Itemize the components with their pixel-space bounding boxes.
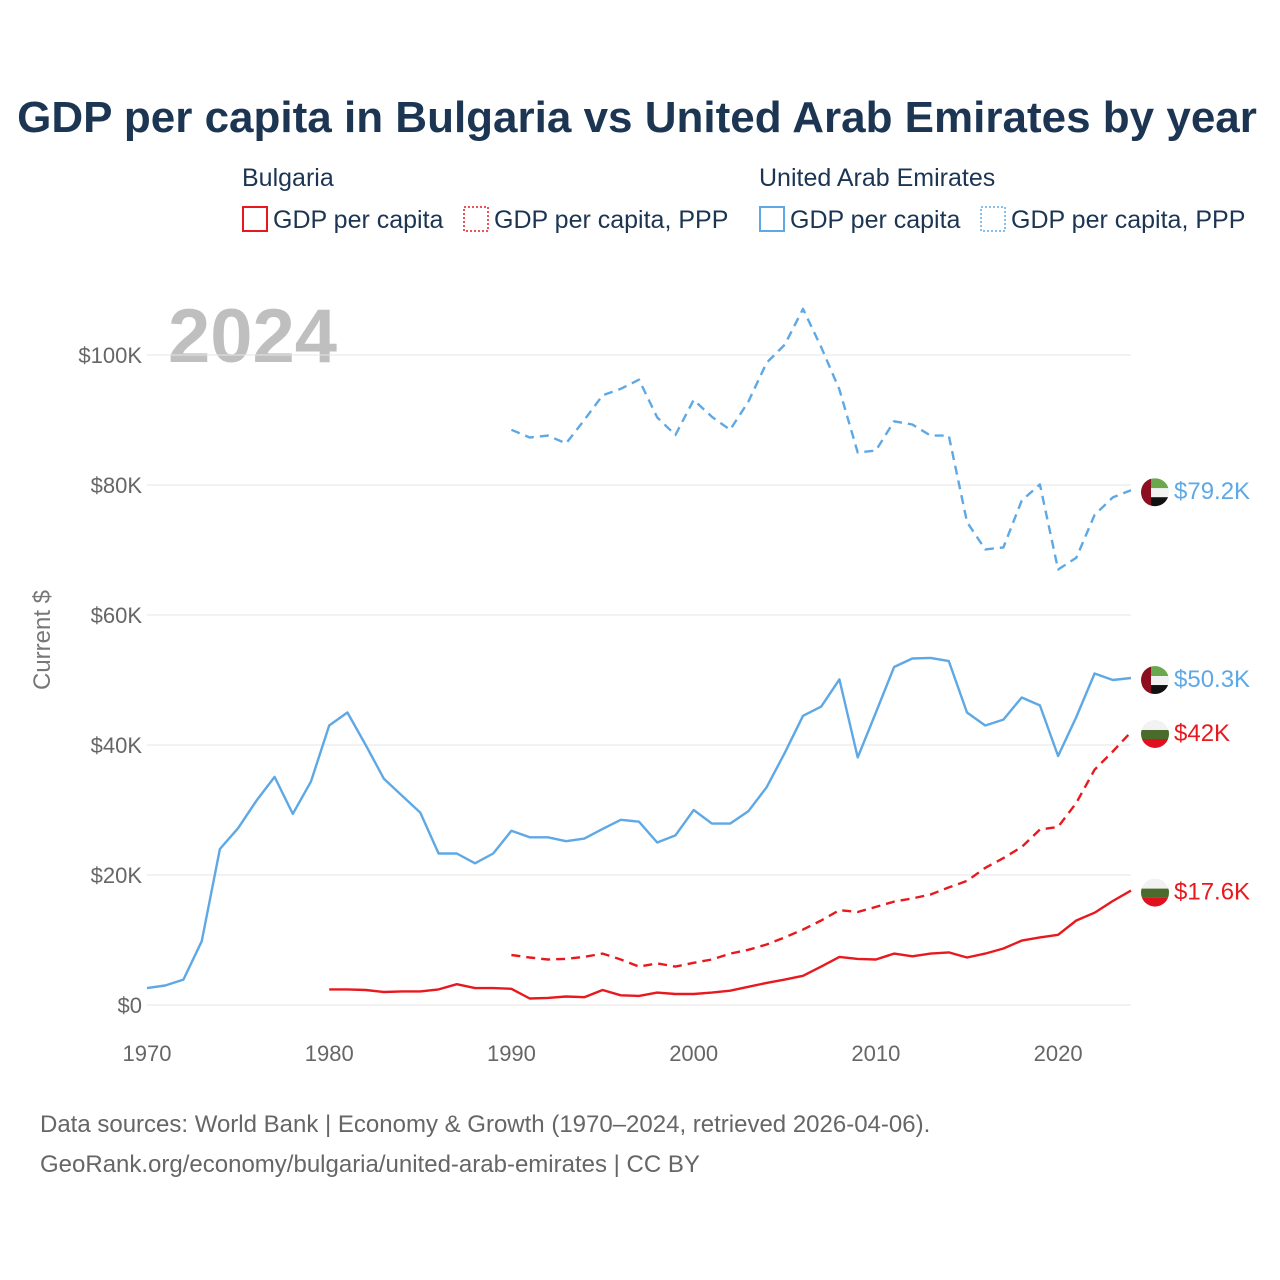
y-tick-label: $20K (91, 863, 143, 888)
end-value-label: $17.6K (1174, 879, 1250, 906)
y-tick-label: $80K (91, 473, 143, 498)
legend-item-label[interactable]: GDP per capita, PPP (494, 206, 728, 234)
x-tick-label: 1990 (487, 1041, 536, 1066)
legend-item-label[interactable]: GDP per capita, PPP (1011, 206, 1245, 234)
x-axis-ticks: 1970 1980 1990 2000 2010 2020 (123, 1041, 1083, 1066)
year-watermark: 2024 (168, 294, 337, 379)
x-tick-label: 2000 (669, 1041, 718, 1066)
bulgaria-flag-icon (1141, 878, 1169, 907)
legend-swatch (759, 206, 785, 232)
uae-flag-icon (1141, 666, 1169, 695)
legend-item-label[interactable]: GDP per capita (790, 206, 961, 234)
source-line-2: GeoRank.org/economy/bulgaria/united-arab… (40, 1151, 700, 1178)
series-line (146, 656, 1132, 990)
y-tick-label: $0 (118, 993, 142, 1018)
x-tick-label: 1980 (305, 1041, 354, 1066)
source-line-1: Data sources: World Bank | Economy & Gro… (40, 1111, 930, 1138)
end-labels: $79.2K $50.3K $42K $17.6K (1141, 478, 1250, 907)
legend: Bulgaria GDP per capita GDP per capita, PP… (242, 164, 1245, 234)
x-tick-label: 1970 (123, 1041, 172, 1066)
series-line (511, 731, 1132, 968)
series-lines (146, 307, 1132, 1000)
y-tick-label: $100K (78, 343, 142, 368)
y-axis-ticks: $0 $20K $40K $60K $80K $100K (78, 343, 142, 1018)
y-axis-label: Current $ (29, 590, 56, 690)
end-value-label: $42K (1174, 720, 1230, 747)
legend-group-title: United Arab Emirates (759, 164, 995, 192)
y-tick-label: $60K (91, 603, 143, 628)
end-value-label: $79.2K (1174, 478, 1250, 505)
grid (147, 354, 1131, 1006)
x-tick-label: 2010 (851, 1041, 900, 1066)
uae-flag-icon (1141, 478, 1169, 507)
legend-swatch (463, 206, 489, 232)
y-tick-label: $40K (91, 733, 143, 758)
series-line (329, 889, 1132, 1000)
series-line (510, 307, 1132, 571)
chart-title: GDP per capita in Bulgaria vs United Ara… (17, 93, 1257, 142)
legend-group-title: Bulgaria (242, 164, 334, 192)
legend-swatch (980, 206, 1006, 232)
bulgaria-flag-icon (1141, 720, 1169, 748)
end-value-label: $50.3K (1174, 666, 1250, 693)
legend-item-label[interactable]: GDP per capita (273, 206, 444, 234)
x-tick-label: 2020 (1034, 1041, 1083, 1066)
legend-swatch (242, 206, 268, 232)
